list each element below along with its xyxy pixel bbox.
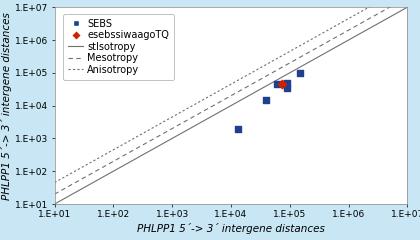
Point: [297, 71, 304, 75]
Legend: SEBS, esebssiwaagoTQ, stIsotropy, Mesotropy, Anisotropy: SEBS, esebssiwaagoTQ, stIsotropy, Mesotr…: [63, 14, 174, 80]
Point: [263, 98, 270, 102]
Point: [234, 127, 241, 131]
Y-axis label: PHLPP1 5´-> 3´ intergene distances: PHLPP1 5´-> 3´ intergene distances: [1, 12, 12, 199]
Point: [284, 86, 291, 90]
Point: [273, 82, 280, 86]
X-axis label: PHLPP1 5´-> 3´ intergene distances: PHLPP1 5´-> 3´ intergene distances: [137, 223, 325, 234]
Point: [279, 82, 286, 86]
Point: [284, 81, 291, 84]
